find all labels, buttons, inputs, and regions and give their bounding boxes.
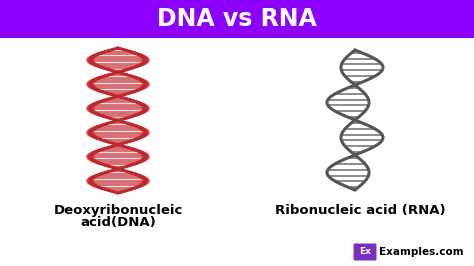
Text: Examples.com: Examples.com: [379, 247, 464, 257]
Text: Ribonucleic acid (RNA): Ribonucleic acid (RNA): [275, 204, 445, 217]
Text: Deoxyribonucleic: Deoxyribonucleic: [53, 204, 182, 217]
FancyBboxPatch shape: [0, 0, 474, 38]
Text: DNA vs RNA: DNA vs RNA: [157, 7, 317, 31]
FancyBboxPatch shape: [354, 243, 376, 260]
Text: Ex: Ex: [359, 247, 371, 256]
Text: acid(DNA): acid(DNA): [80, 216, 156, 229]
